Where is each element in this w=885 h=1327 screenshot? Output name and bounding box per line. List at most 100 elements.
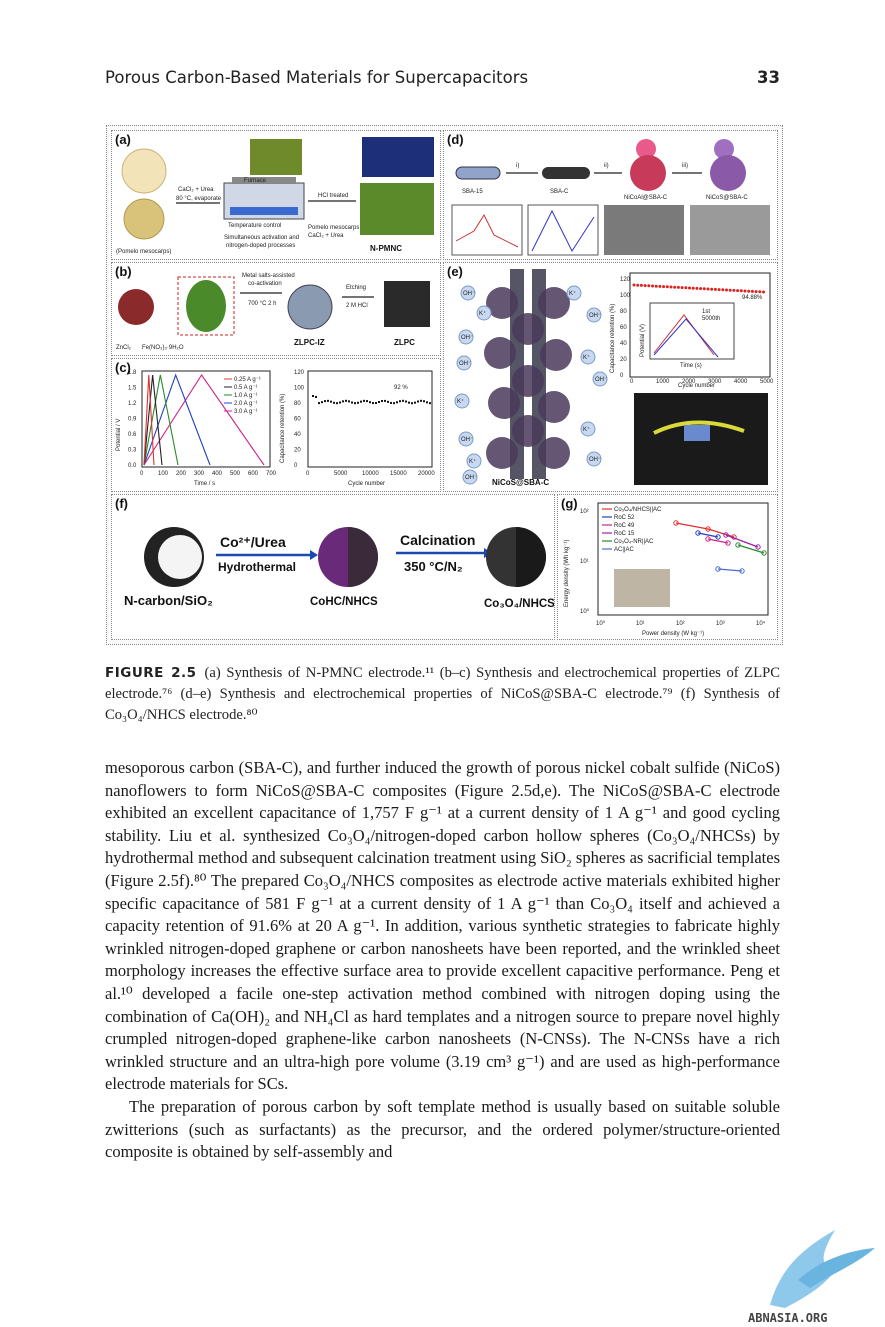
e-cycling-point: [688, 286, 691, 290]
nicos-sbac-particle: [710, 155, 746, 191]
gcd-y-tick: 0.6: [128, 432, 137, 438]
ion-bubble: [592, 371, 608, 387]
e-y-tick: 0: [620, 373, 624, 379]
nicoal-ldh-icon: [636, 139, 656, 159]
raw-material-photo: [118, 289, 154, 325]
panel-e-label: (e): [447, 264, 463, 279]
ion-label: OH⁻: [459, 361, 471, 367]
step-iii: iii): [682, 163, 688, 169]
nicos-flower: [486, 437, 518, 469]
e-inset-ylabel: Potential (V): [640, 324, 646, 357]
e-cycling-point: [639, 283, 643, 287]
e-cycling-point: [665, 285, 669, 289]
panel-c-charts: 0.25 A g⁻¹ 0.5 A g⁻¹ 1.0 A g⁻¹ 2.0 A g⁻¹ 3.0…: [116, 370, 435, 487]
legend-zncl2: ZnCl₂: [116, 345, 132, 351]
ragone-legend-label: AC||AC: [614, 547, 634, 553]
nicos-label: NiCoS@SBA-C: [706, 195, 748, 201]
e-y-tick: 80: [620, 309, 627, 315]
cycling-point: [390, 401, 392, 404]
cycling-point: [333, 401, 335, 404]
cycling-point: [387, 400, 389, 403]
body-text: mesoporous carbon (SBA-C), and further i…: [105, 757, 780, 1164]
ragone-series-point: [755, 544, 761, 550]
legend-pomelo: Pomelo mesocarps: [308, 225, 359, 231]
ragone-legend: Co₃O₄/NHCS||AC RoC 52 RoC 49 RoC 15 Co₃O₄-NR…: [602, 507, 662, 553]
cycling-y-tick: 120: [294, 370, 305, 376]
ragone-series-point: [715, 566, 721, 572]
leaf-zoom-box: [177, 276, 235, 336]
step-label-hcl: 2 M HCl: [346, 303, 368, 309]
arrow-f1-head: [310, 550, 318, 560]
nicoal-sbac-particle: [630, 155, 666, 191]
gcd-x-ticks: 0 100 200 300 400 500 600 700: [140, 471, 277, 477]
zlpc-structure: [384, 281, 430, 327]
watermark-logo: ABNASIA.ORG: [748, 1230, 875, 1325]
panel-g-label: (g): [561, 496, 578, 511]
e-cycling-point: [706, 287, 710, 291]
ion-label: OH⁻: [589, 313, 601, 319]
cycling-point: [420, 399, 422, 402]
cycling-point: [417, 400, 419, 403]
ragone-series-point: [715, 534, 721, 540]
gcd-plot-frame: [141, 370, 271, 468]
cycling-point: [327, 399, 329, 402]
cycling-point: [363, 399, 365, 402]
e-y-ticks: 0 20 40 60 80 100 120: [620, 277, 631, 379]
cycling-point: [321, 401, 323, 404]
cycling-point: [354, 402, 356, 405]
panel-a-scheme: (Pomelo mesocarps) CaCl₂ + Urea 80 °C, e…: [116, 137, 434, 255]
temp-control-label: Temperature control: [228, 223, 281, 229]
step-label-metal-salts: Metal salts-assisted: [242, 273, 295, 279]
e-cycling-point: [695, 286, 699, 290]
ncarbon-sio2-label: N-carbon/SiO₂: [124, 593, 213, 608]
cycling-point: [384, 399, 386, 402]
ion-bubble: [580, 421, 596, 437]
cycling-point: [315, 396, 317, 399]
e-cycling-point: [728, 288, 732, 292]
ion-bubble: [454, 393, 470, 409]
gcd-xlabel: Time / s: [194, 481, 215, 487]
gcd-ylabel: Potential / V: [116, 419, 122, 451]
e-inset-frame: [649, 302, 735, 360]
gcd-curve: [143, 374, 179, 466]
ion-label: K⁺: [479, 310, 486, 317]
panel-g-ragone: Co₃O₄/NHCS||AC RoC 52 RoC 49 RoC 15 Co₃O₄-NR…: [564, 502, 769, 637]
ragone-series-point: [723, 532, 729, 538]
e-cycling-point: [702, 287, 706, 291]
e-cycling-point: [699, 287, 703, 291]
cycling-point: [372, 402, 374, 405]
e-y-tick: 100: [620, 293, 631, 299]
panel-g: (g) Co₃O₄/NHCS||AC RoC 52 RoC 49 RoC 15 Co₃O…: [557, 494, 778, 640]
ragone-series-point: [673, 520, 679, 526]
xps-plot: [451, 204, 523, 256]
figure-2-5: (a) (Pomelo mesocarps) CaCl₂ + Urea 80 °…: [106, 125, 783, 645]
ion-bubble: [456, 355, 472, 371]
step-label-700c: 700 °C 2 h: [248, 301, 276, 307]
e-cycling-points: [632, 283, 765, 294]
e-xlabel: Cycle number: [678, 383, 715, 389]
panel-d-scheme: SBA-15 i) SBA-C ii) NiCoAl@SBA-C iii) Ni…: [451, 139, 770, 256]
cycling-point: [339, 401, 341, 404]
gcd-legend-label: 1.0 A g⁻¹: [234, 393, 258, 399]
ragone-x-tick: 10¹: [636, 621, 645, 627]
running-title: Porous Carbon-Based Materials for Superc…: [105, 68, 529, 87]
figure-caption: FIGURE 2.5 (a) Synthesis of N-PMNC electr…: [105, 663, 780, 726]
cycling-point: [336, 402, 338, 405]
ragone-y-ticks: 10⁰ 10¹ 10²: [580, 509, 590, 615]
e-cycling-point: [647, 284, 651, 288]
gcd-curve: [143, 374, 265, 466]
cycling-point: [342, 400, 344, 403]
e-cycling-point: [713, 287, 717, 291]
cycling-point: [405, 400, 407, 403]
cycling-point: [345, 399, 347, 402]
step2-top-label: Calcination: [400, 532, 475, 548]
sba15-label: SBA-15: [462, 189, 483, 195]
e-x-ticks: 0 1000 2000 3000 4000 5000: [630, 379, 774, 385]
cycling-x-tick: 5000: [334, 471, 348, 477]
e-cycling-point: [739, 289, 743, 293]
panel-b-label: (b): [115, 264, 132, 279]
zlpc-iz-label: ZLPC-IZ: [294, 338, 325, 347]
ragone-series-point: [739, 568, 745, 574]
panel-c: (c) 0.25 A g⁻¹ 0.5 A g⁻¹ 1.0 A g⁻¹ 2.0 A g⁻…: [111, 358, 441, 492]
sbac-rod: [542, 167, 590, 179]
